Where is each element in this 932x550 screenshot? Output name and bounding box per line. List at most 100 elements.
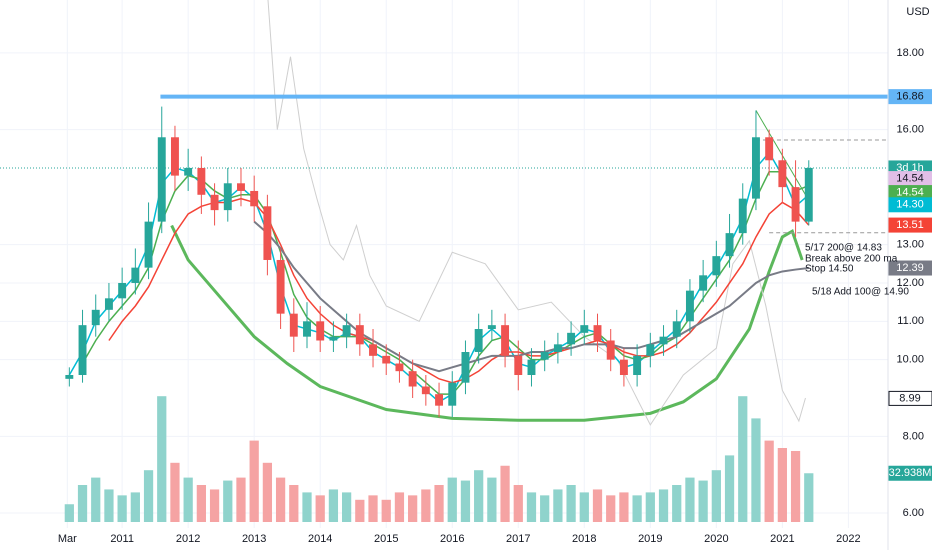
- x-tick-label: 2014: [308, 533, 332, 545]
- price-label-box: [888, 390, 932, 406]
- y-tick-label: 13.00: [896, 239, 924, 251]
- volume-bar: [592, 489, 603, 522]
- volume-pane: [64, 396, 814, 522]
- candle-body: [329, 336, 338, 341]
- volume-bar: [249, 440, 259, 522]
- line: [267, 0, 806, 426]
- volume-bar: [500, 465, 510, 522]
- volume-bar: [117, 495, 127, 522]
- volume-bar: [751, 418, 761, 522]
- volume-bar: [447, 477, 457, 522]
- candle-body: [342, 325, 351, 337]
- volume-bar: [606, 495, 616, 522]
- candle-body: [672, 321, 681, 337]
- volume-bar: [170, 462, 180, 522]
- volume-bar: [209, 489, 220, 522]
- candle-body: [567, 332, 576, 345]
- line: [755, 110, 806, 196]
- volume-bar: [275, 477, 286, 522]
- x-tick-label: 2012: [176, 533, 200, 545]
- line: [170, 224, 804, 422]
- axes: Mar 2011 2012 2013 2014 2015 2016 2017 2018 2019 2…: [58, 47, 932, 545]
- candle-body: [276, 259, 285, 314]
- annotation: Break above 200 ma: [805, 254, 898, 265]
- y-tick-label: 12.00: [896, 277, 924, 289]
- candle-body: [501, 325, 510, 356]
- volume-bar: [804, 473, 814, 522]
- candle-body: [382, 355, 391, 364]
- volume-bar: [77, 485, 88, 522]
- volume-bar: [645, 492, 655, 522]
- candle-body: [369, 344, 377, 356]
- volume-bar: [328, 489, 339, 522]
- candle-body: [289, 313, 298, 337]
- volume-bar: [302, 492, 312, 522]
- x-tick-label: 2017: [506, 533, 530, 545]
- currency: USD: [906, 6, 929, 18]
- x-tick-label: Mar: [58, 533, 77, 545]
- x-tick-label: 2013: [242, 533, 266, 545]
- candle-body: [197, 167, 206, 195]
- volume-bar: [91, 477, 101, 522]
- price-label: 12.39: [896, 262, 924, 274]
- volume-bar: [434, 485, 444, 522]
- volume-bar: [790, 450, 801, 522]
- volume-bar: [408, 495, 418, 522]
- price-label-box: [888, 197, 932, 213]
- candle-body: [487, 325, 496, 329]
- volume-bar: [64, 504, 74, 522]
- candle-body: [699, 275, 708, 291]
- volume-bar: [698, 480, 708, 522]
- x-tick-label: 2015: [374, 533, 398, 545]
- candle-body: [593, 325, 602, 341]
- candle-body: [210, 194, 219, 211]
- volume-bar: [658, 489, 669, 522]
- candle-body: [738, 198, 747, 234]
- volume-bar: [223, 480, 233, 522]
- volume-bar: [355, 499, 365, 522]
- candle-body: [118, 282, 127, 299]
- annotation: 5/17 200@ 14.83: [805, 243, 882, 254]
- y-tick-label: 16.00: [896, 124, 924, 136]
- volume-bar: [540, 495, 550, 522]
- candle-body: [170, 137, 179, 176]
- volume-bar: [183, 477, 193, 522]
- volume-bar: [381, 499, 391, 522]
- y-tick-label: 8.00: [903, 430, 924, 442]
- candle-body: [751, 137, 760, 199]
- volume-bar: [394, 492, 405, 522]
- price-label: 8.99: [899, 392, 920, 404]
- candle-body: [421, 386, 430, 395]
- candle-body: [474, 328, 483, 352]
- y-tick-label: 10.00: [896, 354, 924, 366]
- candle-body: [685, 290, 694, 322]
- price-label: 13.51: [896, 219, 924, 231]
- x-tick-label: 2011: [110, 533, 134, 545]
- candle-body: [435, 394, 444, 406]
- candle-body: [184, 167, 193, 176]
- candle-body: [448, 382, 457, 406]
- candle-body: [725, 233, 734, 257]
- candle-body: [580, 325, 589, 333]
- candle-body: [250, 190, 259, 207]
- candle-body: [131, 267, 140, 283]
- candle-body: [408, 371, 417, 387]
- candle-body: [553, 344, 562, 352]
- candle-body: [91, 309, 100, 326]
- price-label: 14.54: [896, 172, 924, 184]
- volume-bar: [566, 485, 576, 522]
- volume-bar: [460, 480, 471, 522]
- candle-body: [804, 167, 813, 222]
- volume-bar: [579, 492, 589, 522]
- price-label: 3d 1h: [896, 162, 924, 174]
- volume-bar: [553, 489, 563, 522]
- candle-body: [778, 160, 787, 188]
- candle-body: [659, 336, 668, 345]
- volume-bar: [104, 489, 114, 522]
- volume-bar: [764, 440, 774, 522]
- volume-bar: [421, 489, 431, 522]
- volume-bar: [289, 485, 299, 522]
- candle-body: [606, 340, 615, 360]
- volume-bar: [368, 495, 378, 522]
